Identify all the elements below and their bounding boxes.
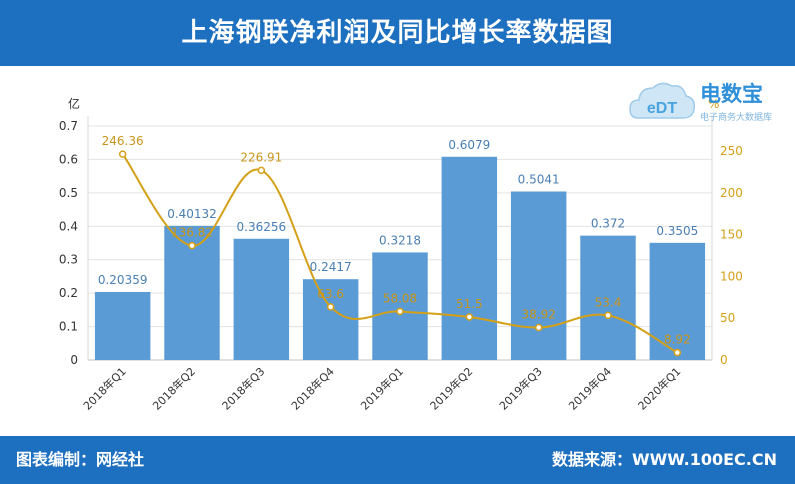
y-left-tick-label: 0.3 [59, 253, 78, 267]
page-title: 上海钢联净利润及同比增长率数据图 [181, 18, 614, 48]
cloud-icon [629, 82, 696, 119]
y-left-tick-label: 0.7 [59, 119, 78, 133]
line-point [257, 166, 266, 175]
logo-name: 电数宝 [700, 82, 763, 106]
logo: eDT 电数宝 电子商务大数据库 [629, 82, 772, 123]
line-value-label: 58.08 [383, 291, 417, 305]
line-point [118, 150, 127, 158]
bar-value-label: 0.40132 [167, 207, 217, 221]
line-value-label: 226.91 [240, 150, 282, 164]
header-bar [0, 0, 795, 66]
y-right-tick-label: 0 [720, 353, 728, 367]
bar [510, 191, 567, 360]
line-point [326, 303, 335, 311]
bar [94, 291, 151, 360]
x-tick-label: 2020年Q1 [635, 364, 684, 413]
x-tick-label: 2019年Q2 [427, 364, 476, 413]
bar [233, 238, 290, 360]
x-tick-label: 2018年Q4 [288, 364, 337, 413]
growth-rate-line [121, 153, 678, 354]
bar [372, 252, 428, 360]
x-tick-label: 2018年Q3 [219, 364, 268, 413]
y-right-tick-label: 250 [720, 144, 743, 158]
bar-value-label: 0.2417 [310, 260, 352, 274]
bar [580, 235, 636, 360]
x-tick-label: 2019年Q4 [566, 364, 615, 413]
x-tick-label: 2018年Q2 [150, 364, 199, 413]
logo-badge: eDT [647, 100, 677, 117]
bar [302, 279, 359, 360]
y-left-tick-label: 0 [70, 353, 78, 367]
line-point [673, 348, 682, 357]
y-left-tick-label: 0.5 [59, 186, 78, 200]
y-right-tick-label: 100 [720, 269, 743, 283]
x-tick-label: 2019年Q1 [358, 364, 407, 413]
footer-bar: 图表编制：网经社 数据来源：WWW.100EC.CN [0, 436, 795, 484]
line-value-label: 51.5 [456, 297, 483, 311]
bar-value-label: 0.372 [591, 217, 625, 231]
line-value-label: 63.6 [317, 287, 344, 301]
y-right-tick-label: 50 [720, 311, 735, 325]
line-value-label: 246.36 [102, 134, 144, 148]
footer-credit: 图表编制：网经社 [16, 450, 145, 469]
y-left-tick-label: 0.6 [59, 152, 78, 166]
bar [441, 156, 498, 360]
y-left-tick-label: 0.2 [59, 286, 78, 300]
bar-value-label: 0.5041 [518, 172, 560, 186]
bar-value-label: 0.6079 [448, 138, 490, 152]
line-value-label: 136.82 [171, 226, 213, 240]
bar-value-label: 0.3505 [656, 224, 698, 238]
line-value-label: 53.4 [595, 295, 622, 309]
line-value-label: 38.92 [521, 307, 555, 321]
footer-source: 数据来源：WWW.100EC.CN [551, 450, 777, 469]
line-value-label: 8.92 [664, 333, 691, 347]
y-right-unit: % [708, 97, 719, 111]
y-right-tick-label: 200 [720, 186, 743, 200]
line-point [396, 307, 404, 316]
line-point [534, 323, 543, 332]
chart-area: 0 0.1 0.2 0.3 0.4 0.5 0.6 0.7 亿 0 50 100 150 200 250% 0… [59, 96, 743, 413]
bar-value-label: 0.20359 [98, 273, 148, 287]
y-left-tick-label: 0.4 [59, 219, 78, 233]
y-left-unit: 亿 [68, 96, 80, 111]
y-left-tick-label: 0.1 [59, 320, 78, 334]
line-point [188, 241, 196, 250]
y-right-tick-label: 150 [720, 228, 743, 242]
bar-value-label: 0.3218 [379, 233, 421, 247]
line-point [465, 313, 474, 321]
x-tick-label: 2018年Q1 [80, 364, 129, 413]
bar-value-label: 0.36256 [237, 220, 287, 234]
line-point [604, 311, 612, 320]
logo-subtitle: 电子商务大数据库 [700, 111, 772, 123]
x-tick-label: 2019年Q3 [496, 364, 545, 413]
